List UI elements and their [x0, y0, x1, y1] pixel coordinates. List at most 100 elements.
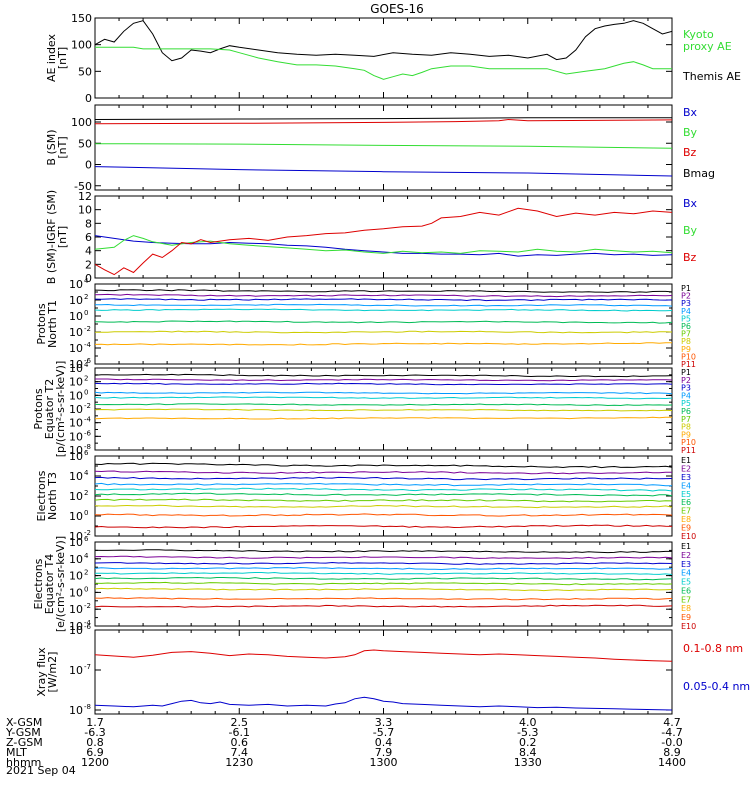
legend-label: P5	[681, 399, 691, 408]
y-tick-exponent: -4	[84, 341, 92, 349]
legend-label: P4	[681, 391, 691, 400]
legend-label: E3	[681, 473, 691, 482]
legend-label: E8	[681, 515, 691, 524]
y-axis-label: [nT]	[56, 47, 69, 69]
legend-label: E10	[681, 532, 696, 541]
series-line-p6	[95, 403, 672, 407]
y-tick-label: 10	[69, 417, 83, 430]
y-tick-exponent: -2	[84, 529, 91, 537]
series-line-p7	[95, 408, 672, 412]
legend-label: P8	[681, 337, 691, 346]
x-axis-value: -5.7	[373, 726, 394, 739]
y-axis-label: B (SM)	[45, 129, 58, 165]
x-axis-value: 0.8	[86, 736, 104, 749]
y-tick-label: 0	[85, 272, 92, 285]
series-line-p7	[95, 330, 672, 334]
series-line-p8	[95, 342, 672, 346]
series-line-e8	[95, 504, 672, 509]
series-line-kyoto-proxy-ae	[95, 46, 672, 80]
y-tick-label: 2	[85, 258, 92, 271]
legend-label: P11	[681, 446, 696, 455]
x-axis-value: 1.7	[86, 716, 104, 729]
x-axis-value: 1330	[514, 756, 542, 769]
y-tick-exponent: 6	[84, 449, 89, 457]
y-tick-label: 0	[85, 159, 92, 172]
series-line-e4	[95, 482, 672, 487]
legend-label: P9	[681, 345, 691, 354]
series-line-e8	[95, 587, 672, 592]
y-tick-exponent: -7	[84, 663, 91, 671]
y-tick-label: 10	[69, 620, 83, 633]
series-line-e10	[95, 524, 672, 529]
x-axis-row-label: hhmm	[6, 756, 41, 769]
y-tick-label: 10	[69, 358, 83, 371]
legend-label: E9	[681, 613, 691, 622]
y-tick-label: 4	[85, 245, 92, 258]
y-tick-label: 12	[78, 190, 92, 203]
x-axis-value: 1230	[225, 756, 253, 769]
x-axis-value: 6.9	[86, 746, 104, 759]
legend-label: By	[683, 126, 698, 139]
y-tick-label: 10	[69, 570, 83, 583]
series-line-0-1-0-8-nm	[95, 649, 672, 662]
legend-label: P6	[681, 322, 691, 331]
legend-label: P2	[681, 292, 691, 301]
series-group	[95, 549, 672, 608]
legend-label: P1	[681, 368, 691, 377]
legend-label: E8	[681, 604, 691, 613]
x-axis-value: 4.0	[519, 716, 537, 729]
legend-label: P8	[681, 423, 691, 432]
y-tick-label: 10	[69, 450, 83, 463]
x-axis-value: 4.7	[663, 716, 681, 729]
legend-label: E9	[681, 524, 691, 533]
legend-label: Bx	[683, 106, 698, 119]
legend-label: P9	[681, 430, 691, 439]
series-line-e5	[95, 487, 672, 492]
y-tick-label: 10	[69, 510, 83, 523]
legend-label: Bmag	[683, 167, 715, 180]
x-axis-value: -5.3	[517, 726, 538, 739]
x-axis-value: 1400	[658, 756, 686, 769]
y-tick-label: 10	[69, 470, 83, 483]
y-tick-label: 10	[69, 490, 83, 503]
legend-label: E7	[681, 595, 691, 604]
x-axis-value: 7.9	[375, 746, 393, 759]
x-axis-value: 1200	[81, 756, 109, 769]
legend-label: P10	[681, 352, 696, 361]
y-tick-label: 0	[85, 92, 92, 105]
series-group	[95, 20, 672, 80]
y-tick-exponent: 4	[84, 469, 89, 477]
y-tick-label: 10	[69, 376, 83, 389]
legend-label: P10	[681, 438, 696, 447]
y-tick-label: 10	[69, 704, 83, 717]
date-label: 2021 Sep 04	[6, 764, 76, 777]
legend-label: P5	[681, 314, 691, 323]
y-tick-exponent: 2	[84, 489, 88, 497]
x-axis-value: -4.7	[661, 726, 682, 739]
y-tick-label: 10	[69, 389, 83, 402]
series-line-0-05-0-4-nm	[95, 696, 672, 711]
y-tick-label: 10	[69, 586, 83, 599]
legend-label: E4	[681, 569, 691, 578]
y-tick-label: 10	[69, 530, 83, 543]
legend-label: By	[683, 224, 698, 237]
series-line-e6	[95, 492, 672, 497]
series-line-e7	[95, 498, 672, 503]
legend-label: E10	[681, 622, 696, 631]
series-line-e9	[95, 513, 672, 517]
y-tick-label: -50	[74, 180, 92, 193]
legend-label: E6	[681, 586, 691, 595]
series-line-p1	[95, 373, 672, 378]
y-tick-exponent: -8	[84, 443, 91, 451]
y-tick-label: 10	[69, 326, 83, 339]
y-tick-exponent: 4	[84, 552, 89, 560]
series-line-p3	[95, 298, 672, 302]
x-axis-value: -0.0	[661, 736, 682, 749]
legend-label: P7	[681, 415, 691, 424]
legend-label: P1	[681, 284, 691, 293]
legend-label: 0.1-0.8 nm	[683, 642, 743, 655]
legend-label: E5	[681, 490, 691, 499]
y-tick-label: 10	[69, 294, 83, 307]
